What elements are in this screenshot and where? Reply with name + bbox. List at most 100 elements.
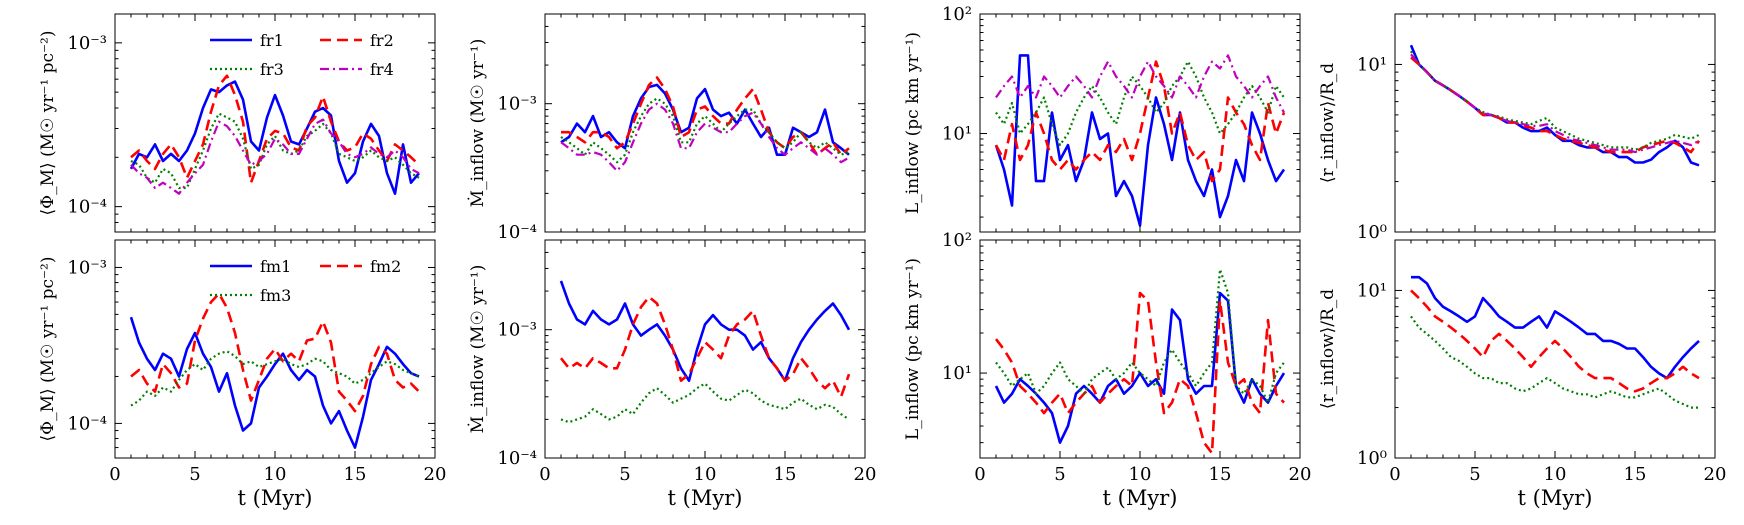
x-tick-label: 0 — [109, 464, 120, 485]
y-tick-label: 10¹ — [942, 124, 972, 145]
x-tick-label: 5 — [619, 464, 630, 485]
legend: fr1 fr2 fr3 fr4 — [210, 31, 394, 79]
x-tick-label: 10 — [1129, 464, 1152, 485]
y-tick-label: 10⁰ — [1357, 448, 1387, 469]
x-tick-label: 5 — [1054, 464, 1065, 485]
series-line-fr4 — [560, 102, 850, 172]
panel-top-linflow: 10¹ 10² L_inflow (pc km yr⁻¹) — [903, 4, 1301, 233]
series-line-fm3 — [130, 350, 420, 407]
plot-frame — [544, 13, 866, 233]
x-axis-label: t (Myr) — [1518, 486, 1593, 510]
series-line-fm1 — [1411, 275, 1700, 380]
series-line-fr2 — [1410, 56, 1701, 154]
legend-label-fr4: fr4 — [370, 60, 394, 79]
series-group — [129, 74, 420, 195]
x-tick-label: 10 — [1544, 464, 1567, 485]
y-tick-label: 10⁻³ — [67, 33, 107, 54]
x-tick-label: 15 — [1624, 464, 1647, 485]
series-line-fr2 — [130, 74, 420, 184]
series-line-fm1 — [129, 316, 420, 449]
x-axis-label: t (Myr) — [1103, 486, 1178, 510]
series-line-fr2 — [994, 60, 1286, 183]
y-axis-label: Ṁ_inflow (M☉ yr⁻¹) — [467, 39, 488, 208]
series-line-fr3 — [130, 112, 420, 190]
y-tick-label: 10⁻⁴ — [497, 222, 537, 243]
series-line-fm2 — [994, 291, 1285, 455]
series-line-fr3 — [995, 60, 1285, 147]
y-axis-label: Ṁ_inflow (M☉ yr⁻¹) — [467, 265, 488, 434]
x-axis-label: t (Myr) — [238, 486, 313, 510]
x-tick-label: 15 — [344, 464, 367, 485]
x-tick-label: 10 — [264, 464, 287, 485]
series-group — [560, 76, 850, 172]
x-tick-label: 20 — [854, 464, 877, 485]
series-line-fr4 — [995, 54, 1285, 114]
legend: fm1 fm2 fm3 — [210, 257, 401, 305]
panel-bottom-linflow: 0 5 10 15 20 t (Myr) 10¹ 10² L_inflow (pc km yr⁻… — [903, 230, 1311, 510]
y-tick-label: 10² — [942, 230, 972, 251]
x-tick-label: 15 — [774, 464, 797, 485]
x-tick-label: 5 — [189, 464, 200, 485]
series-line-fr1 — [1409, 44, 1700, 167]
series-group — [994, 268, 1286, 455]
y-axis-label: ⟨r_inflow⟩/R_d — [1318, 63, 1338, 183]
y-axis-label: ⟨r_inflow⟩/R_d — [1318, 289, 1338, 409]
x-tick-label: 20 — [1289, 464, 1312, 485]
y-axis-label: ⟨Φ_M⟩ (M☉ yr⁻¹ pc⁻²) — [38, 257, 58, 442]
x-tick-label: 10 — [694, 464, 717, 485]
series-line-fr4 — [130, 118, 420, 195]
panel-bottom-mdot: 0 5 10 15 20 t (Myr) 10⁻⁴ 10⁻³ Ṁ_inflow (M☉ yr⁻¹… — [467, 239, 877, 510]
legend-label-fr2: fr2 — [370, 31, 394, 50]
y-tick-label: 10⁻³ — [67, 257, 107, 278]
y-axis-label: L_inflow (pc km yr⁻¹) — [903, 32, 923, 214]
series-line-fm2 — [1410, 289, 1700, 393]
y-tick-label: 10⁻⁴ — [67, 197, 107, 218]
series-line-fm1 — [994, 291, 1286, 444]
panel-top-phi: 10⁻⁴ 10⁻³ ⟨Φ_M⟩ (M☉ yr⁻¹ pc⁻²) fr1 fr2 fr3 fr4 — [38, 13, 436, 233]
series-group — [1410, 275, 1700, 409]
y-tick-label: 10⁻³ — [497, 320, 537, 341]
y-tick-label: 10⁰ — [1357, 222, 1387, 243]
series-line-fm3 — [560, 382, 850, 424]
x-tick-label: 20 — [1704, 464, 1727, 485]
series-line-fm1 — [559, 280, 851, 383]
y-tick-label: 10⁻⁴ — [497, 448, 537, 469]
series-line-fm3 — [1410, 315, 1699, 409]
y-tick-label: 10⁻⁴ — [67, 413, 107, 434]
y-tick-label: 10¹ — [942, 363, 972, 384]
series-group — [129, 292, 420, 449]
panel-bottom-phi: 0 5 10 15 20 t (Myr) 10⁻⁴ 10⁻³ ⟨Φ_M⟩ (M☉ yr⁻¹ pc… — [38, 239, 447, 510]
series-line-fr3 — [560, 97, 850, 164]
series-line-fm2 — [130, 292, 420, 413]
legend-label-fm3: fm3 — [260, 286, 291, 305]
x-tick-label: 0 — [1389, 464, 1400, 485]
legend-label-fr3: fr3 — [260, 60, 284, 79]
series-line-fr1 — [129, 80, 420, 195]
series-line-fr1 — [994, 54, 1286, 227]
legend-label-fm1: fm1 — [260, 257, 291, 276]
x-tick-label: 15 — [1209, 464, 1232, 485]
series-line-fm2 — [559, 295, 851, 399]
x-tick-label: 20 — [424, 464, 447, 485]
series-group — [994, 54, 1286, 227]
series-group — [1409, 44, 1701, 167]
legend-label-fr1: fr1 — [260, 31, 284, 50]
panel-top-mdot: 10⁻⁴ 10⁻³ Ṁ_inflow (M☉ yr⁻¹) — [467, 13, 866, 243]
series-line-fr1 — [560, 83, 850, 156]
plot-frame — [544, 239, 866, 459]
x-axis-label: t (Myr) — [668, 486, 743, 510]
x-tick-label: 0 — [539, 464, 550, 485]
plot-frame — [979, 239, 1301, 459]
series-line-fr4 — [1410, 53, 1700, 154]
y-axis-label: L_inflow (pc km yr⁻¹) — [903, 258, 923, 440]
x-tick-label: 0 — [974, 464, 985, 485]
legend-label-fm2: fm2 — [370, 257, 401, 276]
y-tick-label: 10¹ — [1357, 54, 1387, 75]
y-tick-label: 10¹ — [1357, 280, 1387, 301]
y-tick-label: 10² — [942, 4, 972, 25]
plot-frame — [1394, 13, 1716, 233]
y-axis-label: ⟨Φ_M⟩ (M☉ yr⁻¹ pc⁻²) — [38, 31, 58, 216]
panel-top-rinflow: 10⁰ 10¹ ⟨r_inflow⟩/R_d — [1318, 13, 1716, 243]
panel-bottom-rinflow: 0 5 10 15 20 t (Myr) 10⁰ 10¹ ⟨r_inflow⟩/R_d — [1318, 239, 1727, 510]
